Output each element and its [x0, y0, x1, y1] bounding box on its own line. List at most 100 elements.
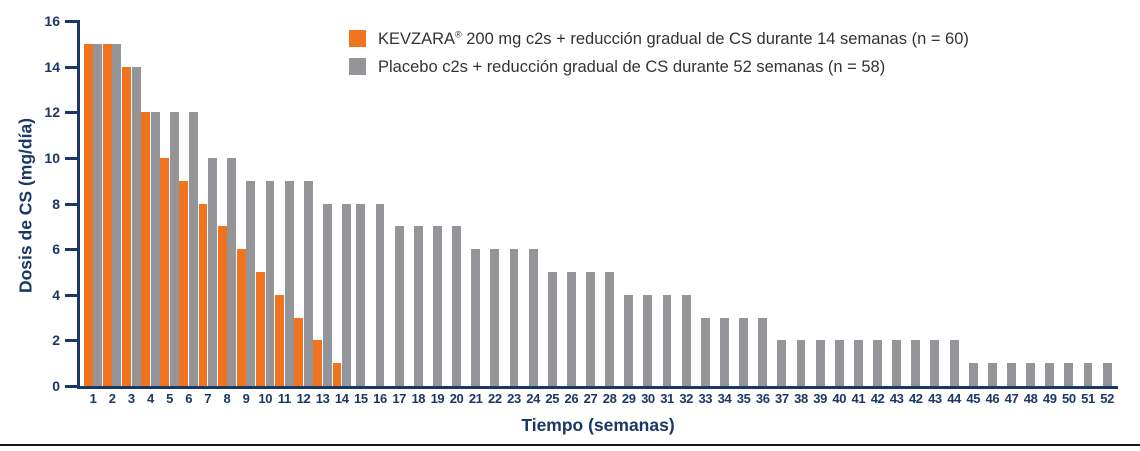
x-tick-label-week-37-pos37: 37 — [775, 391, 789, 406]
bar-placebo-week-23-pos23 — [509, 249, 519, 388]
x-tick-label-week-47-pos49: 47 — [1004, 391, 1019, 406]
bar-placebo-week-42-pos44 — [911, 340, 921, 388]
bar-placebo-week-6 — [189, 112, 198, 388]
bar-kevzara-week-9 — [236, 249, 246, 388]
x-tick-label-week-42-pos44: 42 — [908, 391, 923, 406]
y-tick-label-10: 10 — [44, 149, 60, 166]
bar-placebo-week-34-pos34 — [720, 317, 729, 388]
bar-placebo-week-40-pos40 — [834, 340, 844, 388]
bar-placebo-week-22-pos22 — [490, 249, 500, 388]
bar-placebo-week-7 — [208, 157, 218, 388]
bar-placebo-week-26-pos26 — [566, 271, 576, 388]
x-tick-label-week-14-pos14: 14 — [334, 391, 349, 406]
bar-placebo-week-20-pos20 — [452, 226, 461, 388]
x-tick-label-week-8-pos8: 8 — [223, 391, 231, 406]
bar-placebo-week-45-pos47 — [968, 363, 978, 388]
y-tick-label-12: 12 — [44, 104, 60, 121]
x-tick-label-week-50-pos52: 50 — [1062, 391, 1076, 406]
x-tick-label-week-44-pos46: 44 — [947, 391, 961, 406]
bar-kevzara-week-11 — [275, 294, 284, 388]
bar-kevzara-week-13 — [313, 340, 323, 388]
y-tick-mark-14 — [65, 65, 78, 69]
bar-placebo-week-11 — [284, 180, 294, 388]
registered-trademark-icon: ® — [455, 29, 462, 40]
bar-placebo-week-43-pos45 — [930, 340, 940, 388]
bar-kevzara-week-6 — [179, 180, 189, 388]
legend-item-kevzara: KEVZARA® 200 mg c2s + reducción gradual … — [349, 30, 969, 48]
x-tick-label-week-23-pos23: 23 — [507, 391, 521, 406]
bar-placebo-week-4 — [150, 112, 160, 388]
y-tick-mark-12 — [65, 111, 78, 115]
x-tick-label-week-42-pos42: 42 — [870, 391, 885, 406]
x-tick-label-week-46-pos48: 46 — [985, 391, 1000, 406]
x-tick-label-week-35-pos35: 35 — [736, 391, 751, 406]
bar-kevzara-week-1 — [83, 43, 93, 388]
x-tick-label-week-43-pos43: 43 — [889, 391, 904, 406]
x-tick-label-week-10-pos10: 10 — [258, 391, 273, 406]
bar-placebo-week-16-pos16 — [375, 203, 385, 388]
bar-placebo-week-9 — [246, 180, 256, 388]
legend-item-placebo: Placebo c2s + reducción gradual de CS du… — [349, 58, 969, 76]
bar-kevzara-week-7 — [198, 203, 208, 388]
x-tick-label-week-3-pos3: 3 — [127, 391, 135, 406]
y-tick-label-0: 0 — [52, 378, 60, 394]
x-tick-label-week-25-pos25: 25 — [545, 391, 560, 406]
y-tick-label-14: 14 — [44, 58, 60, 75]
legend-swatch-placebo-icon — [349, 58, 366, 75]
bar-placebo-week-44-pos46 — [949, 340, 959, 388]
x-tick-label-week-6-pos6: 6 — [185, 391, 193, 406]
x-tick-label-week-1-pos1: 1 — [89, 391, 97, 406]
x-tick-label-week-12-pos12: 12 — [296, 391, 311, 406]
x-tick-label-week-26-pos26: 26 — [564, 391, 579, 406]
y-tick-mark-8 — [65, 202, 78, 206]
x-tick-label-week-51-pos53: 51 — [1081, 391, 1095, 406]
x-tick-label-week-7-pos7: 7 — [204, 391, 212, 406]
x-axis-line — [77, 386, 1118, 389]
bar-placebo-week-51-pos53 — [1083, 363, 1093, 388]
bar-placebo-week-5 — [169, 112, 179, 388]
bottom-divider — [0, 444, 1140, 446]
y-axis-line — [77, 20, 80, 389]
bar-placebo-week-52-pos54 — [1102, 363, 1112, 388]
x-tick-label-week-2-pos2: 2 — [108, 391, 116, 406]
x-tick-label-week-9-pos9: 9 — [242, 391, 250, 406]
x-tick-label-week-36-pos36: 36 — [755, 391, 770, 406]
bar-kevzara-week-12 — [294, 317, 304, 388]
legend-label-placebo: Placebo c2s + reducción gradual de CS du… — [378, 58, 886, 76]
bar-placebo-week-2 — [112, 43, 122, 388]
x-tick-label-week-48-pos50: 48 — [1023, 391, 1038, 406]
bar-placebo-week-25-pos25 — [547, 271, 557, 388]
x-tick-label-week-29-pos29: 29 — [621, 391, 636, 406]
x-tick-label-week-15-pos15: 15 — [354, 391, 368, 406]
x-tick-label-week-38-pos38: 38 — [794, 391, 808, 406]
x-tick-label-week-45-pos47: 45 — [966, 391, 981, 406]
x-tick-label-week-17-pos17: 17 — [392, 391, 406, 406]
bar-placebo-week-10 — [265, 180, 275, 388]
bar-placebo-week-46-pos48 — [987, 363, 997, 388]
x-tick-label-week-5-pos5: 5 — [166, 391, 173, 406]
x-tick-label-week-49-pos51: 49 — [1042, 391, 1057, 406]
x-tick-label-week-31-pos31: 31 — [660, 391, 674, 406]
x-tick-label-week-33-pos33: 33 — [698, 391, 713, 406]
legend: KEVZARA® 200 mg c2s + reducción gradual … — [349, 30, 969, 86]
bar-placebo-week-19-pos19 — [432, 226, 442, 388]
bar-placebo-week-18-pos18 — [413, 226, 423, 388]
x-axis-title: Tiempo (semanas) — [521, 415, 675, 435]
bar-placebo-week-24-pos24 — [528, 249, 538, 388]
bar-placebo-week-42-pos42 — [873, 340, 882, 388]
bar-kevzara-week-2 — [102, 43, 112, 388]
x-tick-label-week-40-pos40: 40 — [832, 391, 847, 406]
x-tick-label-week-41-pos41: 41 — [851, 391, 866, 406]
bar-placebo-week-32-pos32 — [681, 294, 691, 388]
bar-placebo-week-47-pos49 — [1007, 363, 1016, 388]
x-tick-label-week-19-pos19: 19 — [430, 391, 445, 406]
x-tick-label-week-27-pos27: 27 — [583, 391, 598, 406]
bar-placebo-week-29-pos29 — [624, 294, 634, 388]
legend-kevzara-brand: KEVZARA — [378, 30, 456, 48]
bar-placebo-week-12 — [303, 180, 313, 388]
y-tick-label-16: 16 — [44, 13, 60, 29]
y-tick-mark-0 — [65, 385, 78, 388]
x-tick-label-week-39-pos39: 39 — [813, 391, 827, 406]
